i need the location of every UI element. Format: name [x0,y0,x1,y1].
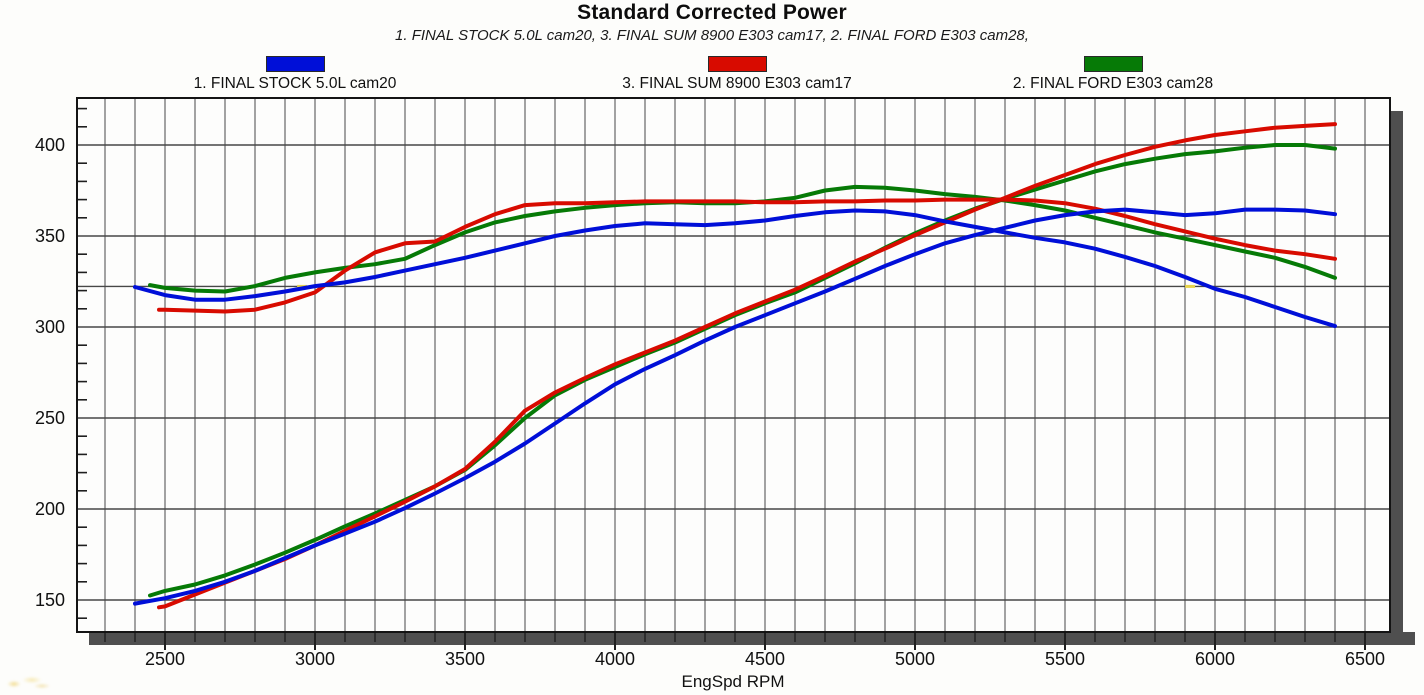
y-tick-label: 400 [35,135,65,155]
watermark-smudge [4,672,52,692]
y-tick-label: 200 [35,499,65,519]
x-tick-label: 4500 [745,649,785,669]
y-tick-label: 250 [35,408,65,428]
y-tick-label: 150 [35,590,65,610]
chart-subtitle: 1. FINAL STOCK 5.0L cam20, 3. FINAL SUM … [395,27,1029,44]
legend-label-sum8900: 3. FINAL SUM 8900 E303 cam17 [622,75,852,92]
x-tick-label: 3000 [295,649,335,669]
x-tick-label: 5000 [895,649,935,669]
x-axis-title: EngSpd RPM [682,672,785,691]
plot-shadow-bottom [89,632,1415,645]
legend-label-ford-e303: 2. FINAL FORD E303 cam28 [1012,75,1214,92]
x-tick-label: 6500 [1345,649,1385,669]
series-torque-sum8900 [157,197,1337,314]
y-tick-label: 300 [35,317,65,337]
x-tick-label: 2500 [145,649,185,669]
x-tick-label: 4000 [595,649,635,669]
legend-item-sum8900: 3. FINAL SUM 8900 E303 cam17 [607,56,867,93]
y-tick-label: 350 [35,226,65,246]
legend-item-stock: 1. FINAL STOCK 5.0L cam20 [165,56,425,93]
legend-item-ford-e303: 2. FINAL FORD E303 cam28 [983,56,1243,93]
series-power-stock [133,207,1337,606]
x-tick-label: 6000 [1195,649,1235,669]
plot-background [77,98,1390,632]
plot-shadow-right [1390,111,1403,645]
legend-swatch-blue [265,56,325,72]
x-tick-label: 3500 [445,649,485,669]
x-tick-label: 5500 [1045,649,1085,669]
series-torque-stock [133,208,1337,329]
legend-label-stock: 1. FINAL STOCK 5.0L cam20 [193,75,397,92]
plot-border [76,97,1391,633]
chart-title: Standard Corrected Power [577,1,847,24]
legend-swatch-red [707,56,767,72]
legend-swatch-green [1083,56,1143,72]
